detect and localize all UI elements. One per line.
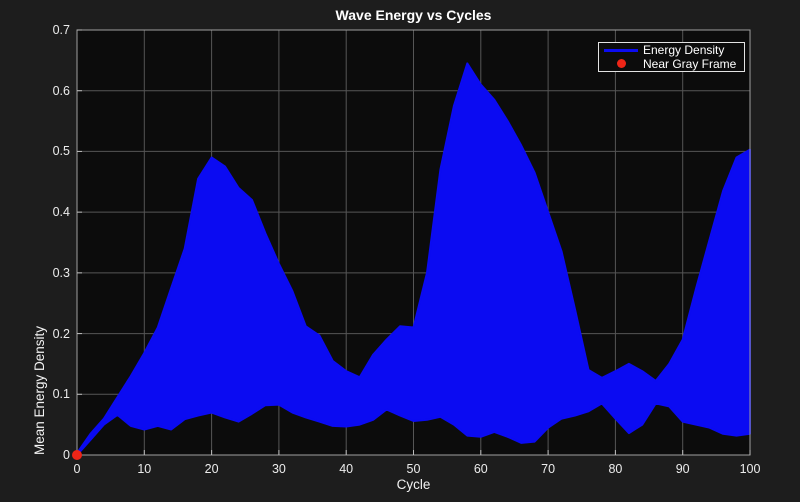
y-tick-label: 0.7 [52,23,70,37]
red-dot-swatch-icon [616,59,626,69]
x-tick-label: 100 [739,462,761,476]
y-tick-label: 0.4 [52,205,70,220]
y-tick-label: 0.3 [52,265,70,280]
chart-title: Wave Energy vs Cycles [335,7,492,23]
x-axis-label: Cycle [396,477,431,492]
y-tick-label: 0.2 [52,326,70,341]
near-gray-frame-marker [72,450,82,460]
legend-dot-swatch-zone [599,59,643,69]
x-tick-label: 50 [406,462,421,476]
x-tick-label: 90 [675,462,690,476]
x-tick-label: 60 [473,462,488,476]
legend-label: Energy Density [643,43,725,58]
legend-label: Near Gray Frame [643,56,737,71]
legend-box: Energy Density Near Gray Frame [598,42,745,72]
y-tick-label: 0 [63,448,70,462]
y-tick-label: 0.6 [52,83,70,98]
legend-entry-near-gray-frame: Near Gray Frame [599,56,744,71]
x-tick-label: 10 [137,462,152,476]
y-tick-label: 0.5 [52,144,70,159]
legend-line-swatch-zone [599,48,643,52]
x-tick-label: 20 [204,462,219,476]
x-tick-label: 30 [271,462,286,476]
blue-line-swatch-icon [604,48,638,52]
x-tick-label: 80 [608,462,623,476]
x-tick-label: 70 [541,462,556,476]
x-tick-label: 0 [73,462,81,476]
legend-entry-energy-density: Energy Density [599,43,744,58]
x-tick-label: 40 [339,462,354,476]
y-tick-label: 0.1 [52,387,70,402]
plot-area [72,29,751,460]
